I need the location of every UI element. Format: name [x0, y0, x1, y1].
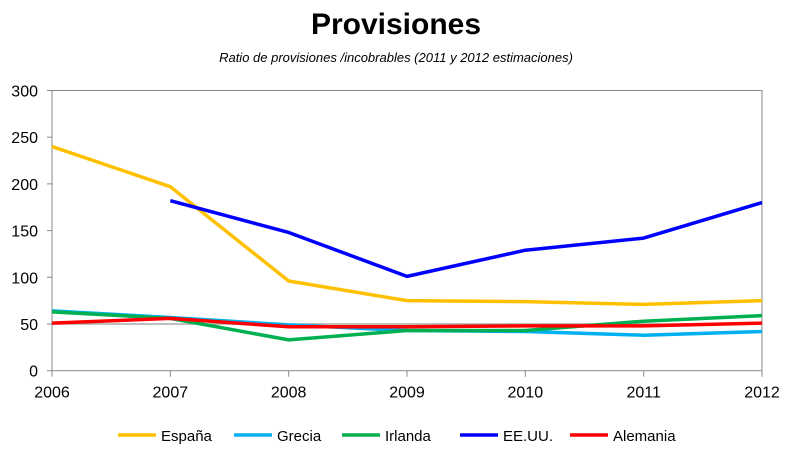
legend-label: Irlanda — [385, 428, 432, 445]
legend-label: Grecia — [277, 428, 322, 445]
x-tick-label: 2012 — [744, 385, 780, 402]
plot-border — [51, 90, 763, 372]
y-tick-label: 100 — [11, 270, 38, 287]
x-tick-label: 2011 — [626, 385, 661, 402]
chart-title: Provisiones — [310, 8, 482, 41]
y-tick-label: 300 — [11, 84, 38, 101]
legend-label: Alemania — [613, 428, 676, 445]
x-tick-label: 2006 — [34, 385, 70, 402]
chart-subtitle: Ratio de provisiones /incobrables (2011 … — [219, 50, 573, 65]
series-line-espaa — [51, 144, 763, 307]
y-tick-label: 250 — [11, 130, 38, 147]
x-tick-label: 2009 — [389, 385, 425, 402]
y-tick-label: 200 — [11, 177, 38, 194]
legend-label: España — [161, 428, 213, 445]
x-tick-label: 2010 — [508, 385, 544, 402]
y-tick-label: 150 — [11, 224, 38, 241]
y-tick-label: 0 — [29, 364, 38, 381]
x-tick-label: 2007 — [153, 385, 189, 402]
series-line-eeuu — [169, 199, 763, 279]
x-tick-label: 2008 — [271, 385, 307, 402]
y-tick-label: 50 — [20, 317, 38, 334]
legend-label: EE.UU. — [503, 428, 553, 445]
